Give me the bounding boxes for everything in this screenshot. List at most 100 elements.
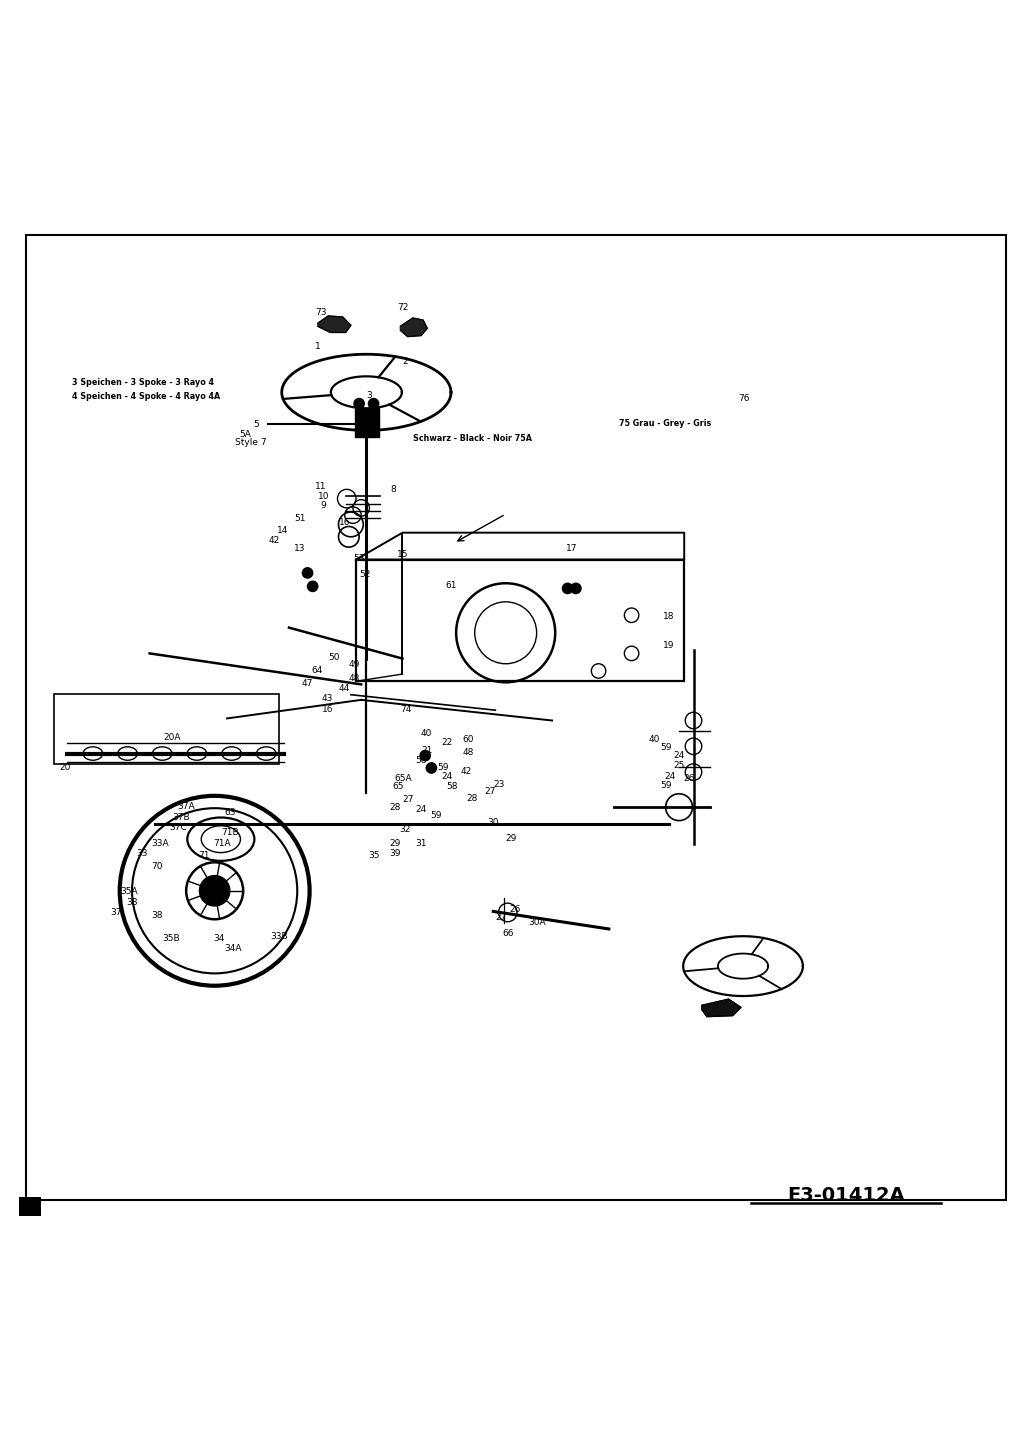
Text: 40: 40 <box>648 735 659 744</box>
Text: 5A: 5A <box>239 429 252 440</box>
Text: 58: 58 <box>415 757 426 765</box>
Text: 15: 15 <box>397 550 409 559</box>
Text: 27: 27 <box>402 795 414 804</box>
Text: 29: 29 <box>506 834 517 843</box>
Text: 42: 42 <box>460 767 472 775</box>
Text: 39: 39 <box>389 849 400 859</box>
Text: 73: 73 <box>315 308 326 317</box>
Text: 30: 30 <box>487 818 498 827</box>
Text: 30A: 30A <box>528 918 546 927</box>
Text: 26: 26 <box>683 774 695 782</box>
Text: 70: 70 <box>152 862 163 870</box>
Text: 35: 35 <box>368 852 380 860</box>
Circle shape <box>302 568 313 578</box>
Text: 35A: 35A <box>121 888 138 896</box>
Text: 29: 29 <box>389 839 400 847</box>
Text: 26: 26 <box>510 905 521 914</box>
Polygon shape <box>318 316 351 333</box>
Text: 8: 8 <box>390 484 396 494</box>
Circle shape <box>420 751 430 761</box>
Text: 76: 76 <box>738 393 749 403</box>
Text: 34: 34 <box>214 934 225 942</box>
Text: 18: 18 <box>663 612 674 621</box>
Text: 22: 22 <box>442 738 453 746</box>
Text: Schwarz - Black - Noir 75A: Schwarz - Black - Noir 75A <box>413 434 531 444</box>
Polygon shape <box>400 318 427 337</box>
Text: 24: 24 <box>665 772 676 781</box>
Text: 74: 74 <box>400 705 412 713</box>
Text: 52: 52 <box>359 571 370 579</box>
Text: 37C: 37C <box>169 823 187 833</box>
Text: 9: 9 <box>320 501 326 510</box>
Text: 49: 49 <box>349 660 360 669</box>
Text: 33: 33 <box>136 849 148 859</box>
Text: 48: 48 <box>462 748 474 757</box>
Text: 14: 14 <box>277 526 288 535</box>
Text: E3-01412A: E3-01412A <box>787 1186 905 1205</box>
Text: 23: 23 <box>493 780 505 790</box>
Text: 48: 48 <box>349 674 360 683</box>
Text: 24: 24 <box>415 804 426 814</box>
Text: 5: 5 <box>253 419 259 429</box>
Bar <box>54 693 279 764</box>
Text: 1: 1 <box>315 343 321 352</box>
Text: 40: 40 <box>421 729 432 738</box>
Text: 47: 47 <box>301 679 313 687</box>
Circle shape <box>562 584 573 594</box>
Text: 71B: 71B <box>221 829 238 837</box>
Text: 38: 38 <box>126 898 137 906</box>
Text: 2: 2 <box>402 357 408 366</box>
Text: 3 Speichen - 3 Spoke - 3 Rayo 4: 3 Speichen - 3 Spoke - 3 Rayo 4 <box>72 378 215 386</box>
Circle shape <box>571 584 581 594</box>
Text: 37B: 37B <box>172 813 190 821</box>
Text: 34A: 34A <box>224 944 241 953</box>
Text: 61: 61 <box>446 581 457 589</box>
Text: 28: 28 <box>389 803 400 811</box>
Text: 13: 13 <box>294 543 305 553</box>
Text: 51: 51 <box>294 514 305 523</box>
Polygon shape <box>702 999 741 1017</box>
Text: 59: 59 <box>430 811 442 820</box>
Text: 66: 66 <box>503 928 514 938</box>
Text: 38: 38 <box>152 911 163 919</box>
Text: 59: 59 <box>660 781 672 790</box>
Text: 33B: 33B <box>270 932 288 941</box>
Text: 60: 60 <box>462 735 474 744</box>
Text: 35B: 35B <box>162 934 180 942</box>
Text: 58: 58 <box>446 782 457 791</box>
Text: 63: 63 <box>224 808 235 817</box>
Text: 72: 72 <box>397 303 409 313</box>
Text: Style 7: Style 7 <box>235 438 267 447</box>
Text: 27: 27 <box>495 914 507 922</box>
Text: 24: 24 <box>442 772 453 781</box>
Text: 24: 24 <box>673 751 684 759</box>
Circle shape <box>426 762 437 774</box>
Circle shape <box>199 876 230 906</box>
Circle shape <box>368 399 379 409</box>
Text: 11: 11 <box>315 481 326 491</box>
Circle shape <box>354 399 364 409</box>
Text: 71: 71 <box>198 852 209 860</box>
Bar <box>19 1197 41 1216</box>
Text: 75 Grau - Grey - Gris: 75 Grau - Grey - Gris <box>619 419 711 428</box>
Text: 27: 27 <box>484 787 495 797</box>
Text: 31: 31 <box>415 839 426 847</box>
Text: 16: 16 <box>322 705 333 713</box>
Text: 43: 43 <box>322 695 333 703</box>
Text: 65: 65 <box>392 782 404 791</box>
Text: 17: 17 <box>566 543 577 553</box>
Bar <box>355 408 379 437</box>
Text: 65A: 65A <box>394 774 412 782</box>
Text: 4 Speichen - 4 Spoke - 4 Rayo 4A: 4 Speichen - 4 Spoke - 4 Rayo 4A <box>72 392 221 401</box>
Text: 42: 42 <box>268 536 280 546</box>
Text: 37A: 37A <box>178 801 195 811</box>
Text: 25: 25 <box>673 761 684 771</box>
Bar <box>356 559 684 682</box>
Text: 3: 3 <box>366 391 373 401</box>
Text: 16: 16 <box>338 517 350 527</box>
Text: 44: 44 <box>338 684 350 693</box>
Text: 21: 21 <box>421 746 432 755</box>
Text: 59: 59 <box>660 742 672 752</box>
Text: 20A: 20A <box>163 732 181 742</box>
Text: 19: 19 <box>663 641 674 650</box>
